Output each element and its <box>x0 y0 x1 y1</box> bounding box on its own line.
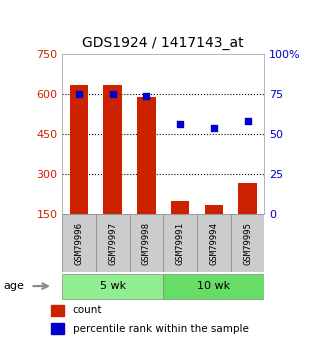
Text: GSM79994: GSM79994 <box>209 221 218 265</box>
Bar <box>163 214 197 272</box>
Bar <box>104 85 122 214</box>
Bar <box>163 274 264 299</box>
Point <box>211 125 216 130</box>
Text: age: age <box>3 281 24 291</box>
Text: GSM79996: GSM79996 <box>75 221 84 265</box>
Point <box>144 93 149 98</box>
Bar <box>197 214 231 272</box>
Text: count: count <box>73 305 102 315</box>
Bar <box>62 214 96 272</box>
Point <box>178 122 183 127</box>
Text: GSM79995: GSM79995 <box>243 221 252 265</box>
Bar <box>96 214 130 272</box>
Bar <box>51 305 64 316</box>
Text: GSM79991: GSM79991 <box>176 221 185 265</box>
Bar <box>231 214 264 272</box>
Bar <box>51 323 64 334</box>
Bar <box>238 184 257 214</box>
Bar <box>62 274 163 299</box>
Text: 5 wk: 5 wk <box>100 280 126 290</box>
Bar <box>137 97 156 214</box>
Point <box>245 119 250 124</box>
Text: percentile rank within the sample: percentile rank within the sample <box>73 324 249 334</box>
Text: 10 wk: 10 wk <box>197 280 230 290</box>
Point <box>110 91 115 97</box>
Bar <box>130 214 163 272</box>
Text: GSM79998: GSM79998 <box>142 221 151 265</box>
Title: GDS1924 / 1417143_at: GDS1924 / 1417143_at <box>82 36 244 50</box>
Bar <box>205 205 223 214</box>
Point <box>77 91 81 97</box>
Text: GSM79997: GSM79997 <box>108 221 117 265</box>
Bar <box>70 85 88 214</box>
Bar <box>171 201 189 214</box>
